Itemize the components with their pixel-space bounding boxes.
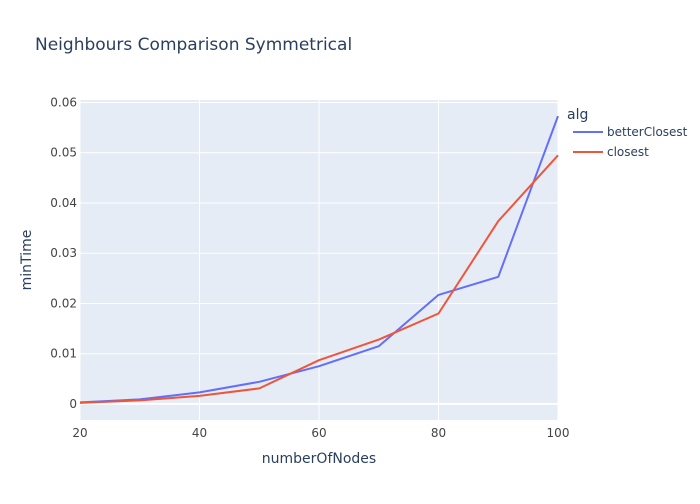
- y-tick-label: 0.04: [50, 196, 77, 210]
- series-line-closest[interactable]: [79, 154, 559, 404]
- grid-layer: [79, 100, 559, 420]
- y-tick-label: 0: [69, 397, 77, 411]
- legend-label-betterclosest: betterClosest: [607, 125, 688, 139]
- data-point-betterclosest[interactable]: [256, 379, 262, 385]
- legend-label-closest: closest: [607, 145, 649, 159]
- y-tick-label: 0.03: [50, 246, 77, 260]
- tick-layer: 20 40 60 80 100 0 0.01 0.02 0.03 0.04 0.05 0.06: [50, 96, 569, 440]
- x-axis-label: numberOfNodes: [262, 451, 376, 467]
- data-point-betterclosest[interactable]: [436, 292, 442, 298]
- data-point-closest[interactable]: [436, 311, 442, 317]
- data-point-betterclosest[interactable]: [376, 343, 382, 349]
- y-tick-label: 0.05: [50, 146, 77, 160]
- series-layer: [77, 113, 561, 406]
- x-tick-label: 80: [431, 426, 446, 440]
- legend-title: alg: [567, 107, 588, 123]
- data-point-closest[interactable]: [137, 397, 143, 403]
- y-tick-label: 0.01: [50, 347, 77, 361]
- x-tick-label: 20: [72, 426, 87, 440]
- y-tick-label: 0.02: [50, 296, 77, 310]
- data-point-closest[interactable]: [555, 152, 561, 158]
- data-point-betterclosest[interactable]: [316, 363, 322, 369]
- x-tick-label: 100: [547, 426, 570, 440]
- legend-item-closest[interactable]: closest: [573, 145, 649, 159]
- series-line-betterclosest[interactable]: [79, 115, 559, 404]
- x-tick-label: 60: [311, 426, 326, 440]
- data-point-betterclosest[interactable]: [555, 113, 561, 119]
- chart-title: Neighbours Comparison Symmetrical: [35, 35, 352, 55]
- data-point-closest[interactable]: [316, 357, 322, 363]
- legend-item-betterclosest[interactable]: betterClosest: [573, 125, 688, 139]
- data-point-closest[interactable]: [77, 400, 83, 406]
- legend: alg betterClosest closest: [567, 107, 688, 159]
- y-axis-label: minTime: [19, 230, 35, 291]
- x-tick-label: 40: [192, 426, 207, 440]
- y-tick-label: 0.06: [50, 96, 77, 110]
- data-point-closest[interactable]: [197, 393, 203, 399]
- data-point-closest[interactable]: [495, 218, 501, 224]
- data-point-closest[interactable]: [256, 385, 262, 391]
- data-point-closest[interactable]: [376, 337, 382, 343]
- data-point-betterclosest[interactable]: [495, 274, 501, 280]
